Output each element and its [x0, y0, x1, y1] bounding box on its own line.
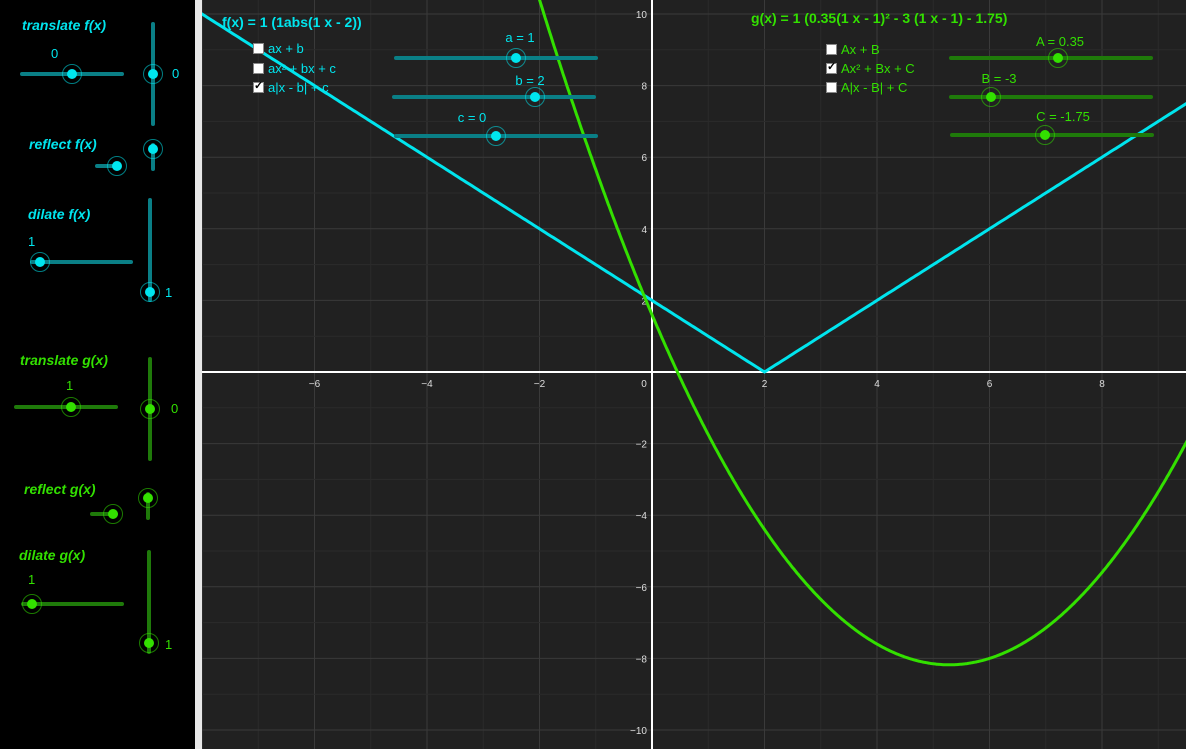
x-tick-label: −6 — [309, 379, 321, 390]
g-option-abs-checkbox[interactable] — [826, 82, 837, 93]
dilate-f-v-slider[interactable] — [148, 198, 152, 302]
g-option-quadratic-checkbox[interactable] — [826, 60, 837, 74]
x-tick-label: 4 — [874, 379, 880, 390]
f-option-linear-checkbox[interactable] — [253, 43, 264, 54]
panel-divider[interactable] — [195, 0, 202, 749]
translate-g-h-knob[interactable] — [61, 397, 81, 417]
dilate-f-h-value: 1 — [28, 234, 36, 249]
f-option-linear-label: ax + b — [268, 41, 304, 56]
slider-a-knob[interactable] — [506, 48, 526, 68]
y-tick-label: −2 — [636, 440, 648, 451]
slider-A-label: A = 0.35 — [1035, 34, 1085, 49]
dilate-f-h-slider[interactable] — [30, 260, 133, 264]
g-option-linear-checkbox[interactable] — [826, 44, 837, 55]
g-option-quadratic-label: Ax² + Bx + C — [841, 61, 915, 76]
y-tick-label: 4 — [641, 225, 647, 236]
f-option-quadratic[interactable]: ax² + bx + c — [253, 61, 336, 76]
dilate-g-h-knob[interactable] — [22, 594, 42, 614]
slider-B-label: B = -3 — [981, 71, 1017, 86]
slider-C-label: C = -1.75 — [1036, 109, 1090, 124]
g-option-quadratic[interactable]: Ax² + Bx + C — [826, 60, 915, 76]
slider-a-track[interactable] — [394, 56, 598, 60]
transformation-sidebar: translate f(x) 0 0 reflect f(x) dilate f… — [0, 0, 195, 749]
slider-b-knob[interactable] — [525, 87, 545, 107]
x-tick-label: 0 — [641, 379, 647, 390]
f-option-linear[interactable]: ax + b — [253, 41, 304, 56]
slider-c-label: c = 0 — [457, 110, 487, 125]
graphing-view[interactable]: −6 −4 −2 0 2 4 6 8 10 8 6 4 2 −2 −4 −6 −8 −10 f(x) = 1 (1… — [202, 0, 1186, 749]
x-tick-label: 2 — [762, 379, 768, 390]
x-tick-label: 6 — [987, 379, 993, 390]
y-tick-label: 10 — [636, 10, 648, 21]
reflect-f-v-knob[interactable] — [143, 139, 163, 159]
translate-g-v-value: 0 — [171, 401, 179, 416]
g-option-abs-label: A|x - B| + C — [841, 80, 908, 95]
dilate-g-v-knob[interactable] — [139, 633, 159, 653]
dilate-f-title: dilate f(x) — [28, 206, 91, 222]
f-option-abs[interactable]: a|x - b| + c — [253, 79, 329, 95]
f-option-quadratic-label: ax² + bx + c — [268, 61, 336, 76]
reflect-g-v-knob[interactable] — [138, 488, 158, 508]
x-tick-label: −2 — [534, 379, 546, 390]
slider-b-track[interactable] — [392, 95, 596, 99]
translate-g-v-knob[interactable] — [140, 399, 160, 419]
g-curve — [538, 0, 1186, 667]
x-tick-label: −4 — [421, 379, 433, 390]
f-curve — [202, 12, 1186, 374]
reflect-g-title: reflect g(x) — [24, 481, 96, 497]
f-option-quadratic-checkbox[interactable] — [253, 63, 264, 74]
reflect-f-h-knob[interactable] — [107, 156, 127, 176]
translate-f-h-value: 0 — [51, 46, 59, 61]
slider-B-track[interactable] — [949, 95, 1153, 99]
dilate-g-title: dilate g(x) — [19, 547, 86, 563]
reflect-g-h-knob[interactable] — [103, 504, 123, 524]
f-option-abs-checkbox[interactable] — [253, 79, 264, 93]
g-option-abs[interactable]: A|x - B| + C — [826, 80, 907, 95]
slider-a-label: a = 1 — [505, 30, 535, 45]
slider-b-label: b = 2 — [515, 73, 545, 88]
y-tick-label: 2 — [641, 296, 647, 307]
translate-g-h-value: 1 — [66, 378, 74, 393]
dilate-f-v-knob[interactable] — [140, 282, 160, 302]
f-option-abs-label: a|x - b| + c — [268, 80, 329, 95]
x-tick-label: 8 — [1099, 379, 1105, 390]
translate-f-v-knob[interactable] — [143, 64, 163, 84]
dilate-f-h-knob[interactable] — [30, 252, 50, 272]
reflect-f-title: reflect f(x) — [29, 136, 97, 152]
dilate-g-v-value: 1 — [165, 637, 173, 652]
g-equation: g(x) = 1 (0.35(1 x - 1)² - 3 (1 x - 1) -… — [751, 10, 1008, 26]
dilate-g-h-slider[interactable] — [21, 602, 124, 606]
y-tick-label: −6 — [636, 583, 648, 594]
slider-B-knob[interactable] — [981, 87, 1001, 107]
y-tick-label: −4 — [636, 511, 648, 522]
y-tick-label: −8 — [636, 654, 648, 665]
slider-A-knob[interactable] — [1048, 48, 1068, 68]
dilate-g-h-value: 1 — [28, 572, 36, 587]
coordinate-plane[interactable]: −6 −4 −2 0 2 4 6 8 10 8 6 4 2 −2 −4 −6 −8 −10 — [202, 0, 1186, 749]
translate-f-h-knob[interactable] — [62, 64, 82, 84]
g-option-linear[interactable]: Ax + B — [826, 42, 880, 57]
g-option-linear-label: Ax + B — [841, 42, 880, 57]
dilate-g-v-slider[interactable] — [147, 550, 151, 654]
translate-f-v-value: 0 — [172, 66, 180, 81]
dilate-f-v-value: 1 — [165, 285, 173, 300]
slider-c-knob[interactable] — [486, 126, 506, 146]
slider-C-knob[interactable] — [1035, 125, 1055, 145]
translate-g-title: translate g(x) — [20, 352, 108, 368]
y-tick-label: −10 — [630, 726, 647, 737]
y-tick-label: 8 — [641, 82, 647, 93]
translate-f-title: translate f(x) — [22, 17, 107, 33]
y-tick-label: 6 — [641, 153, 647, 164]
f-equation: f(x) = 1 (1abs(1 x - 2)) — [222, 14, 362, 30]
